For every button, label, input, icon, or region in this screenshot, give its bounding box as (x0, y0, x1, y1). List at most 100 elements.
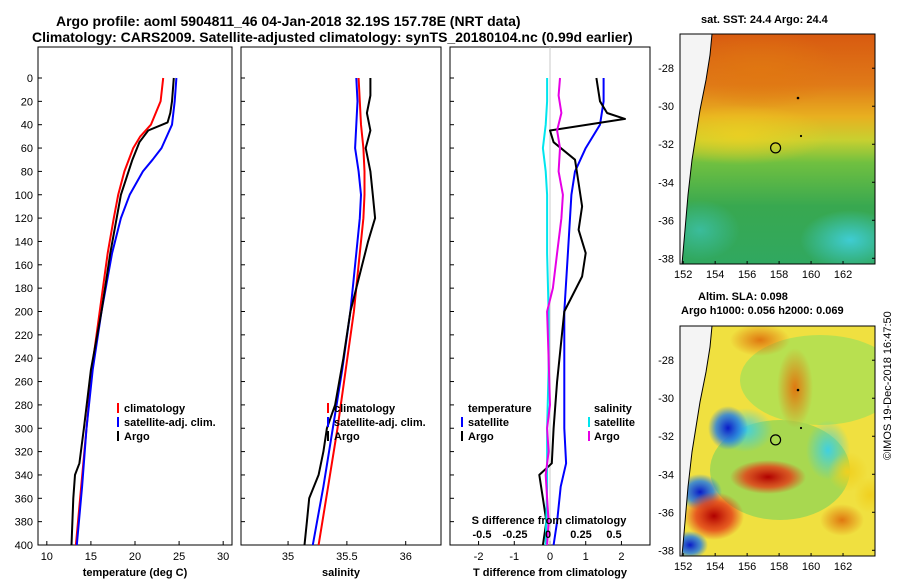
temperature-xaxis-label: temperature (deg C) (83, 567, 188, 579)
sla-map-xtick-label: 158 (770, 561, 788, 573)
depth-tick-label: 40 (21, 120, 33, 132)
salinity-legend-label: satellite-adj. clim. (334, 417, 426, 429)
difference-legend-salinity-label: Argo (594, 431, 620, 443)
depth-tick-label: 240 (15, 353, 33, 365)
sst-map-xtick-label: 158 (770, 269, 788, 281)
difference-legend-temperature-title: temperature (468, 403, 532, 415)
depth-tick-label: 260 (15, 377, 33, 389)
sla-map-xtick-label: 160 (802, 561, 820, 573)
temperature-legend-label: climatology (124, 403, 186, 415)
temperature-xtick-label: 15 (85, 551, 97, 563)
sla-map-argo-marker (769, 434, 782, 446)
difference-legend-salinity-label: satellite (594, 417, 635, 429)
sst-map-xtick-label: 162 (834, 269, 852, 281)
salinity-xaxis-label: salinity (322, 567, 361, 579)
sla-map-ytick-label: -32 (658, 431, 674, 443)
salinity-series-satellite-adj-clim- (311, 77, 362, 546)
imos-timestamp: ©IMOS 19-Dec-2018 16:47:50 (882, 311, 894, 460)
sla-map-ytick-label: -30 (658, 393, 674, 405)
sla-map-field (680, 326, 875, 556)
temperature-xtick-label: 30 (217, 551, 229, 563)
temperature-series-argo (70, 77, 175, 546)
difference-legend-temperature-label: Argo (468, 431, 494, 443)
sst-map-ytick-label: -28 (658, 63, 674, 75)
difference-top-tick-label: 0 (545, 529, 551, 541)
depth-tick-label: 320 (15, 447, 33, 459)
temperature-series-satellite-adj-clim- (75, 77, 178, 546)
sst-map-xtick-label: 156 (738, 269, 756, 281)
depth-tick-label: 120 (15, 213, 33, 225)
temperature-xtick-label: 20 (129, 551, 141, 563)
sla-map-xtick-label: 162 (834, 561, 852, 573)
salinity-xtick-label: 35 (282, 551, 294, 563)
sla-map-subtitle: Argo h1000: 0.056 h2000: 0.069 (681, 305, 844, 317)
depth-tick-label: 0 (27, 73, 33, 85)
depth-tick-label: 360 (15, 493, 33, 505)
sst-map-argo-marker (769, 142, 782, 154)
sst-map-field (680, 34, 875, 264)
salinity-xtick-label: 35.5 (336, 551, 357, 563)
difference-series-temperature-argo (538, 77, 626, 546)
sla-map-title: Altim. SLA: 0.098 (698, 291, 788, 303)
difference-top-tick-label: -0.25 (502, 529, 527, 541)
difference-xtick-label: -1 (509, 551, 519, 563)
sst-map-title: sat. SST: 24.4 Argo: 24.4 (701, 14, 828, 26)
depth-tick-label: 160 (15, 260, 33, 272)
sst-map-xtick-label: 152 (674, 269, 692, 281)
difference-top-tick-label: -0.5 (473, 529, 492, 541)
difference-xtick-label: 1 (583, 551, 589, 563)
sst-map-xtick-label: 160 (802, 269, 820, 281)
temperature-series-climatology (74, 77, 165, 546)
sla-map-ytick-label: -36 (658, 507, 674, 519)
difference-series-temperature-satellite (552, 78, 605, 546)
sla-map-xtick-label: 156 (738, 561, 756, 573)
sla-map-frame (679, 325, 876, 557)
temperature-legend-label: satellite-adj. clim. (124, 417, 216, 429)
sla-map-xtick-label: 154 (706, 561, 724, 573)
difference-xtick-label: 2 (618, 551, 624, 563)
salinity-plot-frame (240, 46, 442, 546)
depth-tick-label: 380 (15, 517, 33, 529)
sst-map-ytick-label: -38 (658, 253, 674, 265)
depth-tick-label: 140 (15, 236, 33, 248)
sla-map-xtick-label: 152 (674, 561, 692, 573)
temperature-plot-frame (37, 46, 233, 546)
difference-legend-temperature-label: satellite (468, 417, 509, 429)
salinity-series-argo (303, 78, 377, 546)
difference-series-salinity-argo (544, 77, 564, 546)
depth-tick-label: 100 (15, 190, 33, 202)
temperature-legend-label: Argo (124, 431, 150, 443)
difference-top-tick-label: 0.25 (570, 529, 591, 541)
sst-map-ytick-label: -30 (658, 101, 674, 113)
sst-map-ytick-label: -36 (658, 215, 674, 227)
difference-xtick-label: 0 (547, 551, 553, 563)
difference-top-axis-label: S difference from climatology (472, 515, 628, 527)
depth-tick-label: 180 (15, 283, 33, 295)
title-line-2: Climatology: CARS2009. Satellite-adjuste… (32, 29, 633, 45)
sst-map-xtick-label: 154 (706, 269, 724, 281)
difference-xtick-label: -2 (474, 551, 484, 563)
depth-tick-label: 280 (15, 400, 33, 412)
sst-map-ytick-label: -32 (658, 139, 674, 151)
sla-map-ytick-label: -34 (658, 469, 674, 481)
temperature-xtick-label: 25 (173, 551, 185, 563)
salinity-legend-label: climatology (334, 403, 396, 415)
title-line-1: Argo profile: aoml 5904811_46 04-Jan-201… (56, 13, 521, 29)
depth-tick-label: 220 (15, 330, 33, 342)
sst-map-ytick-label: -34 (658, 177, 674, 189)
sst-map-frame (679, 33, 876, 265)
salinity-legend-label: Argo (334, 431, 360, 443)
temperature-xtick-label: 10 (41, 551, 53, 563)
salinity-series-climatology (317, 77, 366, 546)
depth-tick-label: 340 (15, 470, 33, 482)
depth-tick-label: 60 (21, 143, 33, 155)
depth-tick-label: 300 (15, 423, 33, 435)
salinity-xtick-label: 36 (400, 551, 412, 563)
difference-xaxis-label: T difference from climatology (473, 567, 628, 579)
depth-tick-label: 20 (21, 96, 33, 108)
depth-tick-label: 80 (21, 166, 33, 178)
sla-map-ytick-label: -28 (658, 355, 674, 367)
difference-top-tick-label: 0.5 (606, 529, 621, 541)
difference-legend-salinity-title: salinity (594, 403, 633, 415)
